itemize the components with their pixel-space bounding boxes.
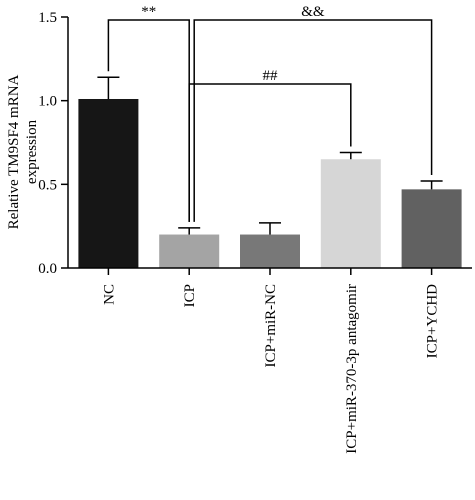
significance-label: && bbox=[301, 4, 325, 20]
error-bars bbox=[97, 76, 443, 235]
x-tick-label: ICP+YCHD bbox=[425, 284, 441, 358]
bar bbox=[320, 159, 381, 268]
bar bbox=[159, 234, 220, 268]
bar bbox=[78, 98, 139, 268]
significance-label: ** bbox=[141, 4, 156, 20]
significance-bracket bbox=[193, 19, 433, 222]
y-axis-title-line-2: expression bbox=[24, 119, 40, 184]
bar bbox=[401, 189, 462, 268]
y-tick-label: 0.0 bbox=[38, 261, 57, 277]
y-axis: 0.0 0.5 1.0 1.5 bbox=[38, 10, 69, 277]
significance-brackets: ** && ## bbox=[107, 4, 433, 222]
bars bbox=[78, 98, 462, 268]
significance-bracket bbox=[188, 83, 352, 222]
y-axis-title-line-1: Relative TM9SF4 mRNA bbox=[6, 74, 22, 229]
y-tick-label: 1.0 bbox=[38, 94, 57, 110]
bar bbox=[240, 234, 300, 268]
y-tick-label: 1.5 bbox=[38, 10, 57, 26]
x-tick-label: ICP+miR-NC bbox=[263, 284, 279, 367]
x-tick-label: NC bbox=[101, 284, 117, 305]
y-tick-label: 0.5 bbox=[38, 177, 57, 193]
x-axis: NC ICP ICP+miR-NC ICP+miR-370-3p antagomir I… bbox=[68, 267, 472, 454]
y-axis-title: Relative TM9SF4 mRNA expression bbox=[6, 74, 40, 229]
x-tick-label: ICP bbox=[182, 284, 198, 307]
x-tick-label: ICP+miR-370-3p antagomir bbox=[344, 284, 360, 454]
significance-label: ## bbox=[263, 68, 279, 84]
